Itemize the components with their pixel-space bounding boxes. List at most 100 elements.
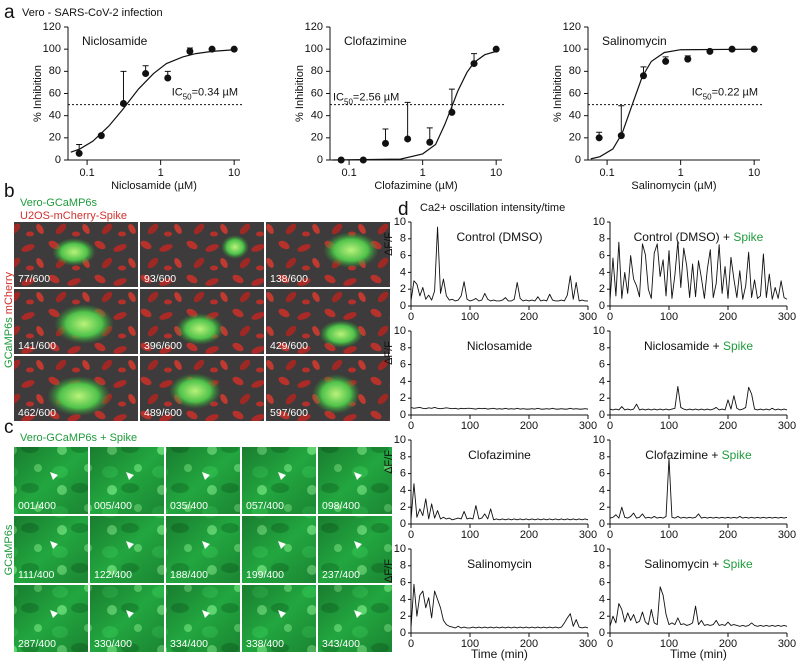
frame-label: 188/400 <box>170 569 208 581</box>
image-shade <box>318 585 392 652</box>
data-point <box>186 47 194 55</box>
x-tick-label: 300 <box>778 529 796 541</box>
panel-label: d <box>398 199 409 220</box>
y-tick-label: 8 <box>599 451 605 463</box>
y-tick-label: 0 <box>55 154 61 166</box>
x-tick-label: 0 <box>607 529 613 541</box>
frame-label: 057/400 <box>246 500 284 512</box>
gcamp-cell <box>221 235 249 259</box>
gcamp-cell <box>312 374 360 414</box>
y-tick-label: 2 <box>400 501 406 513</box>
chart-title-text: Control (DMSO) + <box>634 230 730 244</box>
trace <box>410 583 589 629</box>
frame-label: 005/400 <box>94 500 132 512</box>
legend-red: U2OS-mCherry-Spike <box>20 210 127 222</box>
image-shade <box>14 585 88 652</box>
legend-green: Vero-GCaMP6s <box>20 197 98 209</box>
ic50-label: IC50=0.22 µM <box>692 86 758 101</box>
y-axis-label: % Inhibition <box>294 65 306 122</box>
frame-label: 396/600 <box>144 340 182 352</box>
y-tick-label: 10 <box>593 543 605 555</box>
x-tick-label: 0.1 <box>79 167 94 179</box>
chart-title: Clofazimine <box>468 448 531 462</box>
x-tick-label: 0 <box>607 420 613 432</box>
x-axis-label: Time (min) <box>670 647 727 661</box>
ic50-text: =0.34 µM <box>192 86 238 98</box>
x-tick-label: 200 <box>520 638 538 650</box>
data-point <box>230 45 238 53</box>
y-axis-label: % Inhibition <box>32 65 44 122</box>
x-tick-label: 0 <box>408 638 414 650</box>
image-shade <box>14 447 88 514</box>
image-shade <box>166 447 240 514</box>
data-point <box>595 134 603 142</box>
data-point <box>337 156 345 164</box>
data-point <box>359 156 367 164</box>
x-tick-label: 100 <box>461 529 479 541</box>
data-point <box>662 57 670 65</box>
chart-title: Control (DMSO) + Spike <box>634 230 764 244</box>
panel-label: b <box>4 181 15 202</box>
y-tick-label: 2 <box>400 392 406 404</box>
x-tick-label: 200 <box>719 311 737 323</box>
arrowhead <box>126 610 134 618</box>
gcamp-cell <box>52 238 96 266</box>
frame-label: 035/400 <box>170 500 208 512</box>
chart-title-text: Salinomycin + <box>644 557 719 571</box>
panel-title: Ca2+ oscillation intensity/time <box>420 202 565 214</box>
frame-label: 334/400 <box>170 638 208 650</box>
image-shade <box>166 585 240 652</box>
x-tick-label: 200 <box>520 529 538 541</box>
y-tick-label: 6 <box>400 250 406 262</box>
chart-title-highlight: Spike <box>733 230 763 244</box>
frame-label: 122/400 <box>94 569 132 581</box>
chart-title: Control (DMSO) <box>456 230 542 244</box>
y-tick-label: 20 <box>49 132 61 144</box>
ic50-label: IC50=0.34 µM <box>172 86 238 101</box>
frame-label: 93/600 <box>144 273 176 285</box>
chart-title-highlight: Spike <box>723 339 753 353</box>
frame-label: 330/400 <box>94 638 132 650</box>
y-tick-label: 10 <box>593 434 605 446</box>
image-shade <box>14 516 88 583</box>
y-tick-label: 8 <box>599 342 605 354</box>
x-axis-label: Salinomycin (µM) <box>631 180 716 192</box>
chart-title: Salinomycin <box>602 34 667 48</box>
chart-title: Clofazimine <box>344 34 407 48</box>
data-point <box>750 45 758 53</box>
frame-label: 138/600 <box>270 273 308 285</box>
panel-label: a <box>4 2 15 23</box>
y-tick-label: 0 <box>400 518 406 530</box>
x-tick-label: 1 <box>158 167 164 179</box>
y-tick-label: 6 <box>400 577 406 589</box>
x-tick-label: 0 <box>607 311 613 323</box>
data-point <box>470 60 478 68</box>
x-tick-label: 100 <box>660 638 678 650</box>
frame-label: 77/600 <box>18 273 50 285</box>
frame-label: 111/400 <box>18 569 55 581</box>
image-shade <box>90 447 164 514</box>
y-tick-label: 4 <box>400 266 406 278</box>
trace <box>609 458 788 519</box>
arrowhead <box>202 472 210 480</box>
frame-label: 429/600 <box>270 340 308 352</box>
arrowhead <box>354 472 362 480</box>
x-tick-label: 10 <box>228 167 240 179</box>
chart-title-text: Niclosamide <box>467 339 533 353</box>
arrowhead <box>278 610 286 618</box>
x-tick-label: 200 <box>719 529 737 541</box>
x-tick-label: 0 <box>408 420 414 432</box>
arrowhead <box>50 610 58 618</box>
data-point <box>706 47 714 55</box>
arrowhead <box>126 472 134 480</box>
y-tick-label: 6 <box>599 250 605 262</box>
x-tick-label: 300 <box>778 311 796 323</box>
arrowhead <box>202 541 210 549</box>
data-point <box>381 139 389 147</box>
y-tick-label: 100 <box>43 43 61 55</box>
x-tick-label: 300 <box>579 529 597 541</box>
data-point <box>119 99 127 107</box>
x-tick-label: 1 <box>420 167 426 179</box>
y-axis-label: ΔF/F <box>383 232 395 256</box>
y-tick-label: 10 <box>593 216 605 228</box>
